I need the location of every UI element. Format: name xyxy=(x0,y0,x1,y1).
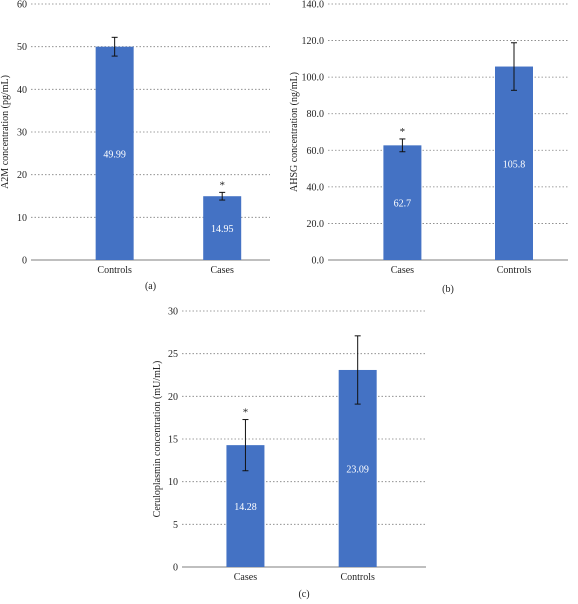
significance-asterisk: * xyxy=(219,179,225,191)
y-axis-title: AHSG concentration (ng/mL) xyxy=(289,72,300,192)
y-tick-label: 0.0 xyxy=(312,256,325,267)
x-category-label: Controls xyxy=(97,265,132,276)
y-tick-label: 15 xyxy=(168,435,178,446)
bar-cases xyxy=(383,145,422,260)
panel-label: (c) xyxy=(298,589,309,600)
bar-value-label: 23.09 xyxy=(346,464,369,475)
y-tick-label: 20.0 xyxy=(307,219,325,230)
chart-panel-1: 0 10 20 30 40 50 60 49.99 Controls * 14.95 Cases A2M… xyxy=(0,0,270,292)
bar-value-label: 105.8 xyxy=(503,159,526,170)
y-tick-label: 60 xyxy=(17,0,27,11)
panel-label: (a) xyxy=(145,281,156,292)
x-category-label: Cases xyxy=(234,572,257,583)
y-tick-label: 5 xyxy=(173,520,178,531)
y-tick-label: 50 xyxy=(17,42,27,53)
bar-controls xyxy=(495,66,533,260)
x-category-label: Controls xyxy=(497,265,532,276)
bar-controls xyxy=(95,46,134,260)
y-tick-label: 80.0 xyxy=(307,109,325,120)
bar-value-label: 14.95 xyxy=(211,224,234,235)
y-tick-label: 0 xyxy=(22,256,27,267)
y-tick-label: 40 xyxy=(17,85,27,96)
y-tick-label: 100.0 xyxy=(302,73,325,84)
y-axis-title: Ceruloplasmin concentration (mU/mL) xyxy=(152,361,163,518)
chart-panel-3: 0 5 10 15 20 25 30 * 14.28 Cases 23.09 Controls Ceru… xyxy=(152,307,426,600)
y-axis-title: A2M concentration (pg/mL) xyxy=(0,75,11,189)
bar-value-label: 49.99 xyxy=(103,149,126,160)
y-tick-label: 10 xyxy=(168,477,178,488)
panel-label: (b) xyxy=(442,284,454,295)
y-tick-label: 30 xyxy=(168,307,178,318)
x-category-label: Controls xyxy=(340,572,375,583)
y-tick-label: 10 xyxy=(17,213,27,224)
y-tick-label: 30 xyxy=(17,128,27,139)
y-tick-label: 120.0 xyxy=(302,36,325,47)
y-tick-label: 20 xyxy=(17,170,27,181)
x-category-label: Cases xyxy=(391,265,414,276)
bar-value-label: 62.7 xyxy=(394,199,412,210)
y-tick-label: 40.0 xyxy=(307,182,325,193)
y-tick-label: 0 xyxy=(173,563,178,574)
y-tick-label: 25 xyxy=(168,349,178,360)
chart-panel-2: 0.0 20.0 40.0 60.0 80.0 100.0 120.0 140.0 * 62.7 C… xyxy=(289,0,568,295)
y-tick-label: 20 xyxy=(168,392,178,403)
bar-value-label: 14.28 xyxy=(234,502,257,513)
y-tick-label: 60.0 xyxy=(307,146,325,157)
bar-cases xyxy=(203,196,242,260)
x-category-label: Cases xyxy=(211,265,234,276)
significance-asterisk: * xyxy=(400,126,406,138)
y-tick-label: 140.0 xyxy=(302,0,325,11)
significance-asterisk: * xyxy=(243,407,249,419)
